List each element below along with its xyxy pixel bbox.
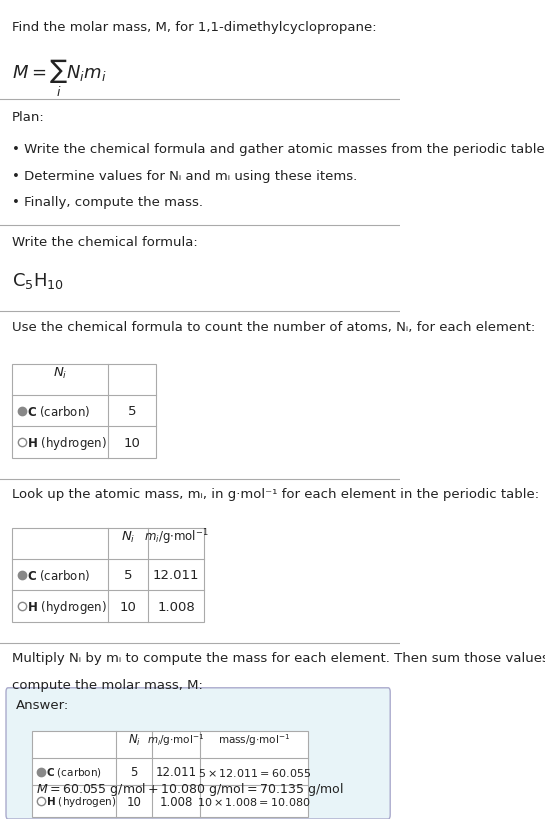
- Text: 12.011: 12.011: [153, 568, 199, 581]
- FancyBboxPatch shape: [12, 364, 156, 459]
- Text: • Determine values for Nᵢ and mᵢ using these items.: • Determine values for Nᵢ and mᵢ using t…: [12, 170, 358, 183]
- Text: 5: 5: [130, 766, 138, 778]
- Text: 1.008: 1.008: [159, 795, 193, 808]
- Text: • Finally, compute the mass.: • Finally, compute the mass.: [12, 196, 203, 209]
- Text: Find the molar mass, M, for 1,1-dimethylcyclopropane:: Find the molar mass, M, for 1,1-dimethyl…: [12, 20, 377, 34]
- FancyBboxPatch shape: [6, 688, 390, 819]
- Text: $\bf{C}$ (carbon): $\bf{C}$ (carbon): [27, 404, 90, 419]
- Text: 10: 10: [126, 795, 142, 808]
- FancyBboxPatch shape: [12, 528, 204, 622]
- Text: • Write the chemical formula and gather atomic masses from the periodic table.: • Write the chemical formula and gather …: [12, 143, 545, 156]
- Text: $\bf{H}$ (hydrogen): $\bf{H}$ (hydrogen): [27, 434, 107, 451]
- Text: $m_i/\mathrm{g{\cdot}mol^{-1}}$: $m_i/\mathrm{g{\cdot}mol^{-1}}$: [144, 527, 208, 546]
- Text: Plan:: Plan:: [12, 111, 45, 124]
- Text: Write the chemical formula:: Write the chemical formula:: [12, 236, 198, 249]
- Text: Look up the atomic mass, mᵢ, in g·mol⁻¹ for each element in the periodic table:: Look up the atomic mass, mᵢ, in g·mol⁻¹ …: [12, 487, 539, 500]
- Text: 5: 5: [128, 405, 136, 418]
- Text: 1.008: 1.008: [157, 600, 195, 613]
- Text: $M = 60.055\ \mathrm{g/mol} + 10.080\ \mathrm{g/mol} = 70.135\ \mathrm{g/mol}$: $M = 60.055\ \mathrm{g/mol} + 10.080\ \m…: [36, 781, 343, 797]
- Text: $10 \times 1.008 = 10.080$: $10 \times 1.008 = 10.080$: [197, 795, 311, 808]
- Text: $N_i$: $N_i$: [128, 732, 141, 747]
- Text: $\bf{C}$ (carbon): $\bf{C}$ (carbon): [46, 766, 101, 778]
- Text: $\bf{H}$ (hydrogen): $\bf{H}$ (hydrogen): [27, 598, 107, 615]
- Text: 12.011: 12.011: [155, 766, 197, 778]
- Text: $N_i$: $N_i$: [121, 529, 135, 544]
- Text: 10: 10: [124, 437, 141, 449]
- Text: Answer:: Answer:: [16, 699, 69, 712]
- Text: Multiply Nᵢ by mᵢ to compute the mass for each element. Then sum those values to: Multiply Nᵢ by mᵢ to compute the mass fo…: [12, 651, 545, 664]
- Text: $\mathregular{C_5H_{10}}$: $\mathregular{C_5H_{10}}$: [12, 270, 64, 290]
- Text: 10: 10: [120, 600, 136, 613]
- Text: $N_i$: $N_i$: [53, 365, 67, 380]
- Text: Use the chemical formula to count the number of atoms, Nᵢ, for each element:: Use the chemical formula to count the nu…: [12, 321, 535, 334]
- Text: $m_i/\mathrm{g{\cdot}mol^{-1}}$: $m_i/\mathrm{g{\cdot}mol^{-1}}$: [148, 731, 205, 748]
- Text: $5 \times 12.011 = 60.055$: $5 \times 12.011 = 60.055$: [197, 766, 311, 778]
- Text: $M = \sum_i N_i m_i$: $M = \sum_i N_i m_i$: [12, 57, 106, 98]
- Text: compute the molar mass, M:: compute the molar mass, M:: [12, 678, 203, 691]
- Text: $\bf{H}$ (hydrogen): $\bf{H}$ (hydrogen): [46, 794, 116, 808]
- FancyBboxPatch shape: [32, 731, 308, 817]
- Text: $\mathrm{mass/g{\cdot}mol^{-1}}$: $\mathrm{mass/g{\cdot}mol^{-1}}$: [218, 731, 290, 748]
- Text: 5: 5: [124, 568, 132, 581]
- Text: $\bf{C}$ (carbon): $\bf{C}$ (carbon): [27, 568, 90, 582]
